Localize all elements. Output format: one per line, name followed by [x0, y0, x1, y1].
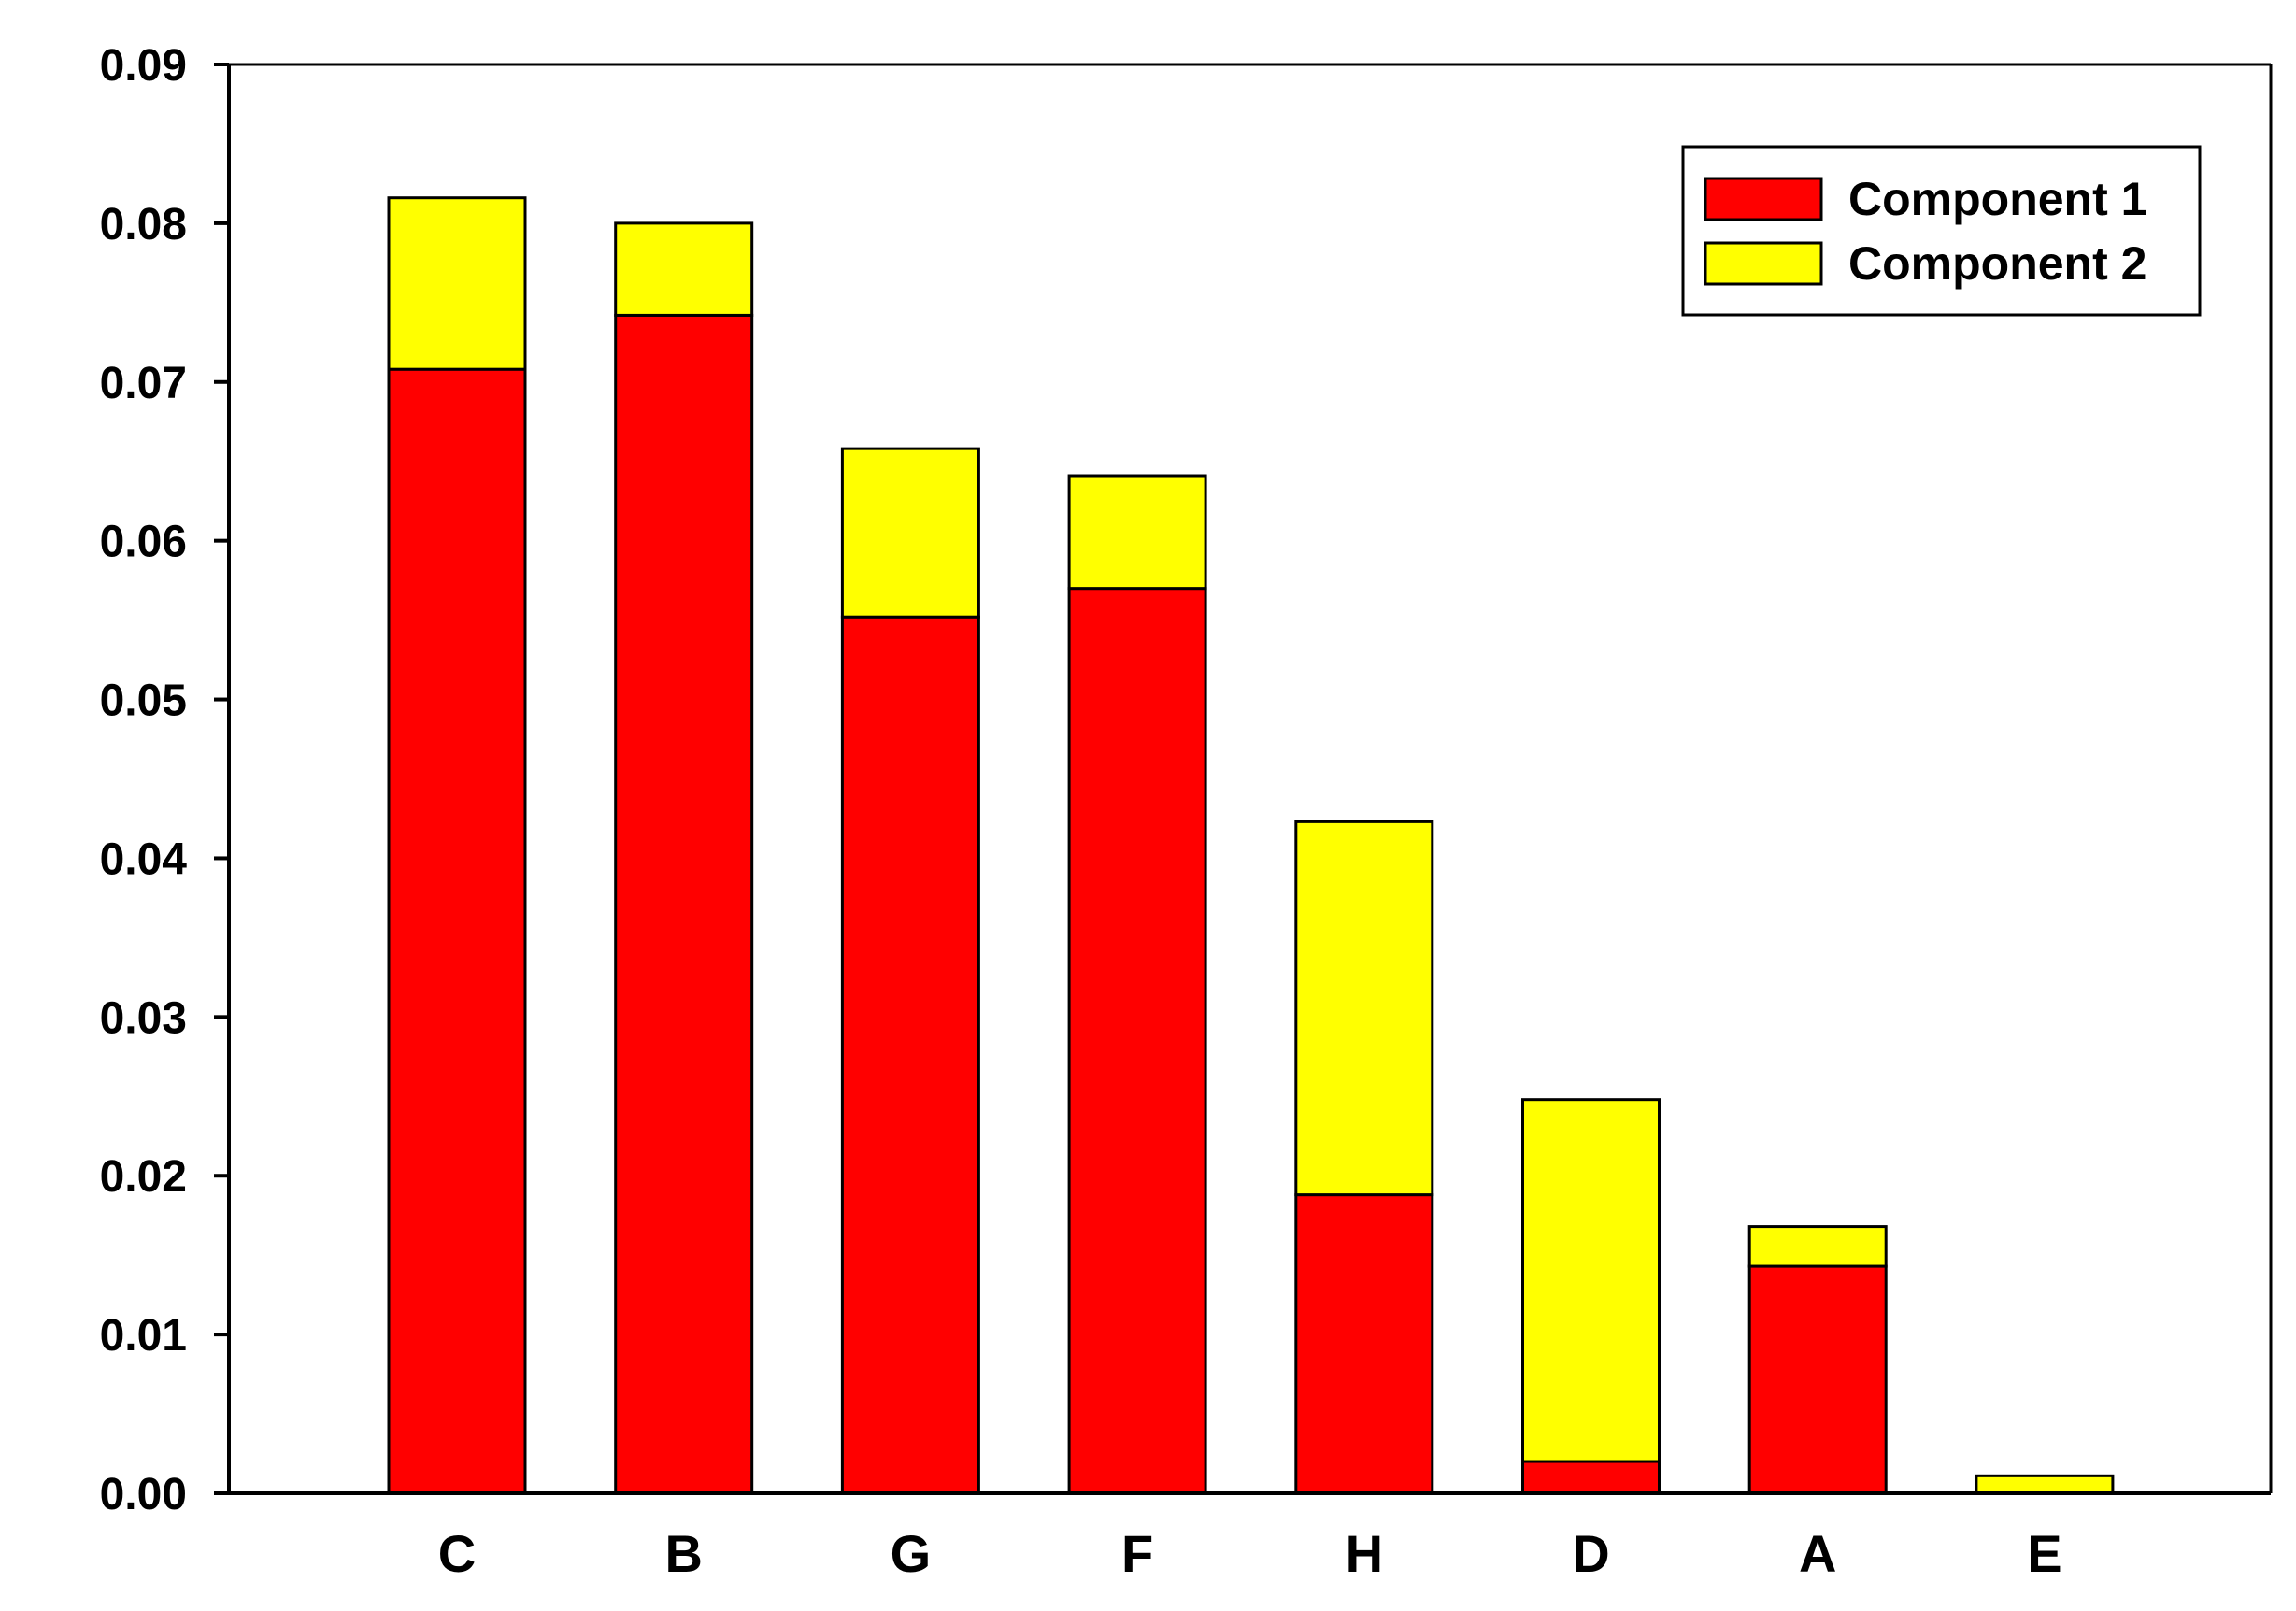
- bar-segment-a-series-2: [1747, 1225, 1888, 1268]
- bar-segment-g-series-2: [840, 447, 980, 619]
- bar-segment-g-series-1: [840, 615, 980, 1495]
- bar-segment-f-series-1: [1067, 587, 1207, 1495]
- x-tick-label-f: F: [1121, 1524, 1153, 1583]
- bar-segment-d-series-1: [1521, 1460, 1661, 1495]
- x-tick-label-c: C: [438, 1524, 476, 1583]
- y-tick-label: 0.00: [100, 1470, 187, 1519]
- bar-segment-h-series-2: [1294, 820, 1434, 1197]
- axes-layer: C B G F H D A E 0.00 0.01 0.02 0.03 0.04 0.05 0.06 0.07…: [100, 41, 2273, 1583]
- bar-segment-b-series-1: [614, 313, 754, 1495]
- y-tick-label: 0.04: [100, 834, 188, 884]
- y-tick-label: 0.03: [100, 993, 187, 1043]
- y-tick-label: 0.05: [100, 677, 187, 726]
- bars-layer: [387, 196, 2115, 1495]
- y-tick-label: 0.09: [100, 41, 187, 91]
- legend-label-series-1: Component 1: [1848, 173, 2146, 225]
- legend: Component 1 Component 2: [1681, 145, 2202, 317]
- y-tick-label: 0.07: [100, 359, 187, 408]
- legend-swatch-series-2: [1704, 241, 1823, 286]
- bar-segment-c-series-1: [387, 367, 527, 1495]
- x-tick-label-a: A: [1799, 1524, 1836, 1583]
- x-tick-label-d: D: [1572, 1524, 1609, 1583]
- x-tick-label-g: G: [891, 1524, 932, 1583]
- y-tick-label: 0.06: [100, 518, 187, 567]
- x-tick-label-b: B: [664, 1524, 702, 1583]
- bar-segment-e-series-2: [1975, 1474, 2115, 1495]
- y-tick-label: 0.01: [100, 1311, 187, 1361]
- legend-swatch-series-1: [1704, 177, 1823, 221]
- x-tick-label-e: E: [2027, 1524, 2061, 1583]
- y-tick-label: 0.08: [100, 200, 187, 249]
- bar-segment-b-series-2: [614, 221, 754, 317]
- x-tick-label-h: H: [1346, 1524, 1383, 1583]
- bar-segment-a-series-1: [1747, 1264, 1888, 1495]
- y-tick-label: 0.02: [100, 1152, 187, 1202]
- bar-segment-h-series-1: [1294, 1193, 1434, 1495]
- bar-segment-f-series-2: [1067, 474, 1207, 591]
- bar-segment-c-series-2: [387, 196, 527, 371]
- legend-box: [1681, 145, 2202, 317]
- bar-segment-d-series-2: [1521, 1098, 1661, 1463]
- legend-label-series-2: Component 2: [1848, 237, 2146, 290]
